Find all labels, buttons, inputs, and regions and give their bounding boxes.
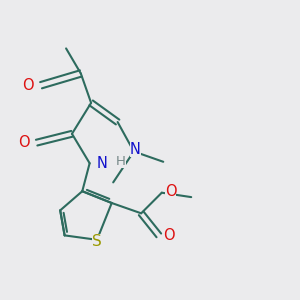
Text: O: O <box>165 184 176 199</box>
Text: O: O <box>163 228 175 243</box>
Text: O: O <box>22 78 34 93</box>
Text: O: O <box>18 135 29 150</box>
Text: H: H <box>116 155 126 168</box>
Text: N: N <box>97 156 108 171</box>
Text: S: S <box>92 234 102 249</box>
Text: N: N <box>130 142 141 157</box>
